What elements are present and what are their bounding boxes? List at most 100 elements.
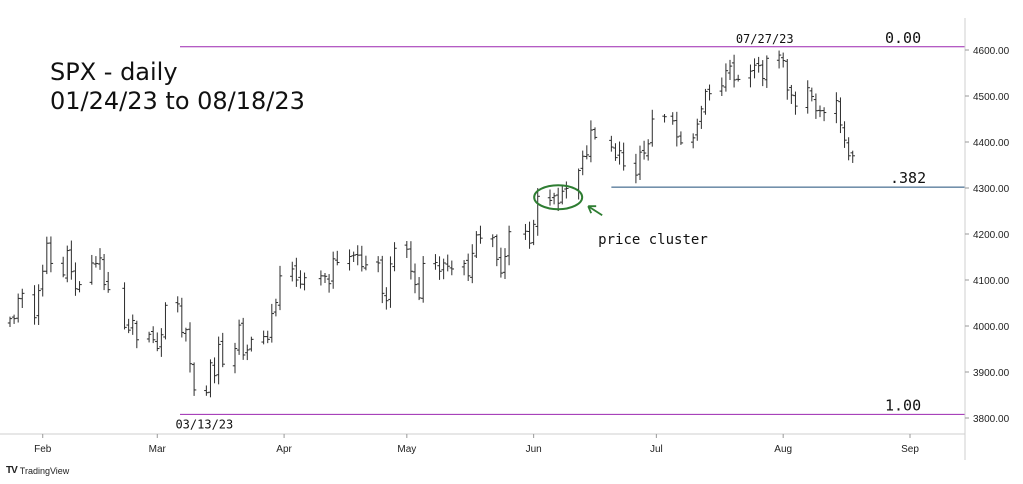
ohlc-bar	[690, 133, 696, 149]
price-cluster-label: price cluster	[598, 232, 708, 248]
ohlc-bar	[776, 50, 782, 69]
x-tick-label: Apr	[276, 444, 292, 455]
ohlc-bar	[555, 187, 561, 212]
ohlc-bar	[465, 253, 471, 281]
ohlc-bar	[764, 55, 770, 88]
y-tick-label: 3900.00	[973, 368, 1010, 379]
ohlc-bar	[330, 251, 336, 289]
ohlc-bar	[273, 298, 279, 317]
ohlc-bar	[527, 221, 532, 249]
y-tick-label: 4400.00	[973, 138, 1010, 149]
ohlc-bar	[756, 56, 761, 73]
tradingview-footer[interactable]: TV TradingView	[6, 465, 69, 476]
ohlc-bar	[60, 256, 66, 278]
ohlc-bar	[404, 240, 410, 258]
ohlc-bar	[187, 322, 193, 373]
ohlc-bar	[322, 273, 328, 284]
ohlc-bar	[641, 140, 647, 160]
chart-title: SPX - daily 01/24/23 to 08/18/23	[50, 58, 305, 116]
price-cluster-arrow	[587, 205, 603, 216]
chart-title-line1: SPX - daily	[50, 58, 178, 86]
ohlc-bar	[318, 270, 324, 286]
y-tick-label: 4100.00	[973, 276, 1010, 287]
ohlc-bar	[294, 257, 299, 287]
ohlc-bar	[474, 231, 479, 258]
ohlc-bar	[11, 314, 17, 324]
ohlc-bar	[126, 318, 131, 334]
annotations: 07/27/23 03/13/23 price cluster	[175, 32, 793, 432]
ohlc-bar	[265, 330, 270, 344]
ohlc-bar	[179, 297, 185, 338]
ohlc-bar	[731, 54, 737, 88]
ohlc-bar	[461, 260, 467, 276]
ohlc-bar	[752, 58, 757, 79]
y-tick-label: 4000.00	[973, 322, 1010, 333]
ohlc-bar	[7, 316, 13, 328]
ohlc-bar	[670, 112, 675, 125]
ohlc-bar	[326, 274, 332, 293]
ohlc-bar	[20, 288, 25, 309]
ohlc-bar	[204, 385, 209, 396]
ohlc-bar	[359, 245, 365, 272]
ohlc-bar	[146, 331, 152, 343]
ohlc-bar	[183, 327, 189, 342]
ohlc-bar	[531, 219, 536, 246]
ohlc-bar	[433, 254, 438, 270]
ohlc-bar	[703, 88, 708, 115]
ohlc-bar	[449, 260, 455, 276]
ohlc-bar	[674, 111, 680, 147]
ohlc-bar	[89, 254, 95, 285]
ohlc-bar	[40, 264, 45, 297]
ohlc-bar	[101, 253, 107, 291]
axes	[0, 18, 966, 460]
ohlc-bar	[785, 58, 790, 100]
ohlc-bar	[392, 242, 397, 272]
ohlc-bar	[48, 236, 54, 273]
ohlc-bar	[780, 52, 786, 68]
ohlc-bar	[621, 142, 626, 171]
ohlc-bar	[805, 80, 810, 114]
ohlc-bar	[351, 251, 356, 263]
ohlc-bar	[130, 314, 135, 335]
x-tick-label: Sep	[901, 444, 919, 455]
ohlc-bar	[645, 139, 651, 161]
x-tick-label: Jun	[526, 444, 542, 455]
ohlc-bar	[588, 120, 594, 163]
level-label: 0.00	[885, 29, 921, 47]
level-label: .382	[890, 169, 926, 187]
ohlc-bar	[695, 118, 700, 141]
ohlc-bar	[609, 135, 614, 152]
ohlc-bar	[727, 59, 733, 81]
ohlc-bar	[494, 234, 500, 267]
ohlc-bar	[478, 225, 483, 244]
price-cluster-arrowhead	[587, 205, 597, 214]
x-tick-label: Feb	[34, 444, 52, 455]
ohlc-bar	[32, 285, 37, 325]
ohlc-bar	[834, 92, 839, 124]
ohlc-bar	[523, 223, 528, 240]
ohlc-bar	[335, 250, 340, 266]
ohlc-bar	[388, 256, 393, 308]
level-label: 1.00	[885, 396, 921, 414]
ohlc-bar	[748, 64, 753, 88]
ohlc-bar	[817, 105, 823, 118]
ohlc-bar	[441, 258, 446, 280]
ohlc-bar	[212, 357, 217, 384]
x-tick-label: May	[397, 444, 416, 455]
ohlc-bar	[302, 272, 307, 291]
ohlc-bar	[842, 121, 847, 148]
ohlc-bar	[347, 249, 352, 271]
x-tick-label: Mar	[149, 444, 167, 455]
x-tick-label: Jul	[650, 444, 663, 455]
ohlc-bar	[809, 87, 815, 102]
ohlc-bar	[445, 254, 450, 272]
ohlc-bar	[707, 84, 712, 101]
ohlc-bar	[163, 302, 168, 340]
ohlc-bar	[793, 91, 798, 115]
y-tick-label: 4200.00	[973, 230, 1010, 241]
ohlc-bar	[723, 63, 729, 92]
ohlc-bar	[355, 245, 360, 266]
ohlc-bar	[580, 150, 585, 176]
ohlc-bar	[73, 262, 78, 296]
